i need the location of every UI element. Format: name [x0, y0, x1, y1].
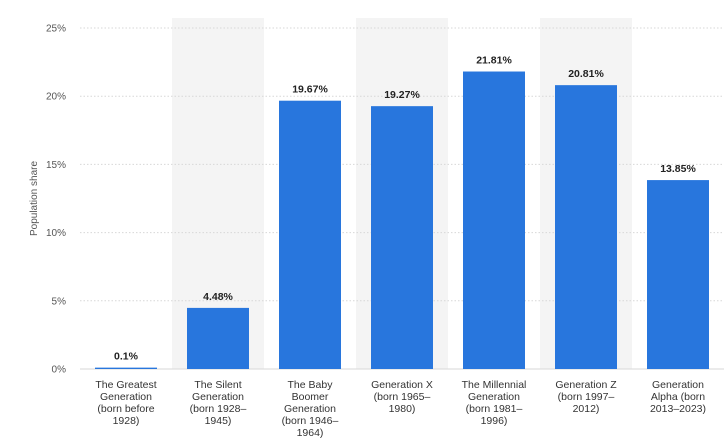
x-tick-label: (born 1997– — [558, 391, 615, 403]
x-tick-label: Generation X — [371, 379, 433, 391]
bar — [463, 71, 525, 369]
x-tick-label: Generation — [100, 391, 152, 403]
x-tick-label: The Baby — [288, 379, 334, 391]
x-tick-label: Generation — [468, 391, 520, 403]
x-tick-label: Generation Z — [555, 379, 617, 391]
x-tick-label: 1945) — [205, 415, 232, 427]
bar — [647, 180, 709, 369]
y-tick-label: 25% — [46, 24, 66, 35]
x-tick-label: 1964) — [297, 427, 324, 438]
x-tick-label: 1980) — [389, 403, 416, 415]
y-tick-label: 15% — [46, 160, 66, 171]
x-tick-label: Generation — [284, 403, 336, 415]
x-tick-label: The Millennial — [462, 379, 527, 391]
y-tick-label: 0% — [52, 365, 67, 376]
y-tick-label: 10% — [46, 228, 66, 239]
data-label: 13.85% — [660, 163, 696, 175]
bar — [371, 106, 433, 370]
x-tick-label: 2013–2023) — [650, 403, 706, 415]
x-tick-label: (born before — [97, 403, 154, 415]
y-tick-label: 20% — [46, 92, 66, 103]
x-tick-label: The Silent — [194, 379, 241, 391]
data-label: 0.1% — [114, 351, 139, 363]
y-axis-title: Population share — [29, 161, 40, 236]
x-tick-label: Generation — [192, 391, 244, 403]
bar — [187, 307, 249, 369]
data-label: 20.81% — [568, 68, 604, 80]
data-label: 4.48% — [203, 291, 233, 303]
bar — [279, 100, 341, 369]
data-label: 21.81% — [476, 55, 512, 67]
bar — [95, 367, 157, 369]
y-tick-label: 5% — [52, 296, 67, 307]
x-tick-label: 1928) — [113, 415, 140, 427]
bar — [555, 85, 617, 369]
x-tick-label: Generation — [652, 379, 704, 391]
x-tick-label: The Greatest — [95, 379, 156, 391]
data-label: 19.67% — [292, 84, 328, 96]
x-tick-label: (born 1965– — [374, 391, 431, 403]
x-tick-label: Boomer — [292, 391, 329, 403]
x-tick-label: (born 1981– — [466, 403, 523, 415]
x-tick-label: (born 1928– — [190, 403, 247, 415]
x-tick-label: Alpha (born — [651, 391, 705, 403]
x-tick-label: 2012) — [573, 403, 600, 415]
x-tick-label: 1996) — [481, 415, 508, 427]
data-label: 19.27% — [384, 89, 420, 101]
x-tick-label: (born 1946– — [282, 415, 339, 427]
